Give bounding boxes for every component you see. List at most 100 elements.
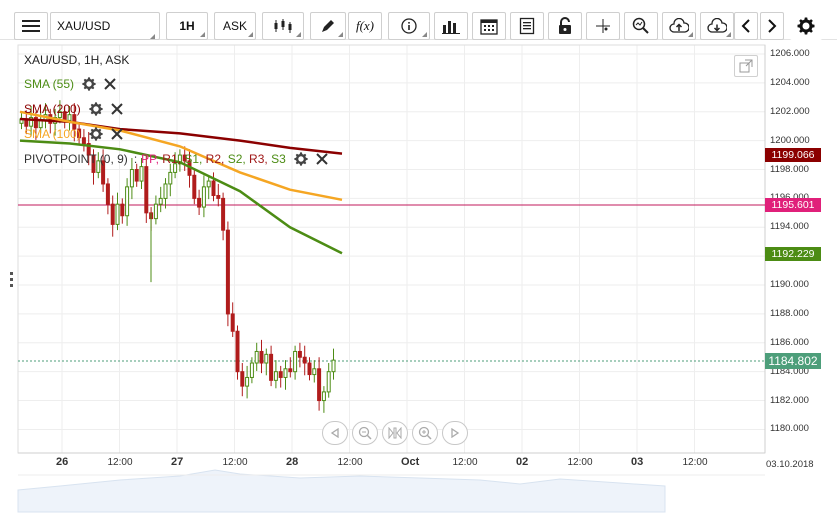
candle-body: [321, 391, 326, 402]
triangle-right-icon: [451, 428, 460, 438]
time-tick-label: 12:00: [107, 457, 133, 468]
candle-body: [230, 313, 235, 332]
scroll-right-button[interactable]: [760, 12, 784, 40]
price-tick-label: 1194.000: [770, 221, 809, 233]
candle-body: [254, 350, 259, 364]
crosshair-button[interactable]: [586, 12, 620, 40]
candle-body: [249, 362, 254, 378]
candle-body: [173, 163, 178, 173]
time-tick-label: 28: [286, 456, 299, 468]
candle-body: [33, 117, 38, 129]
price-type-select[interactable]: ASK: [214, 12, 256, 40]
reset-zoom-button[interactable]: [382, 421, 408, 445]
bar-chart-icon: [442, 21, 460, 34]
candle-body: [240, 371, 245, 387]
time-tick-label: 12:00: [452, 457, 478, 468]
close-icon[interactable]: [316, 153, 328, 165]
toolbar: 1H ASK f(x): [0, 0, 837, 40]
expand-button[interactable]: [734, 55, 758, 77]
chart-resize-handle[interactable]: [10, 272, 14, 294]
candle-body: [201, 186, 206, 208]
candle-body: [259, 350, 264, 364]
candle-body: [57, 111, 62, 119]
menu-button[interactable]: [14, 12, 48, 40]
calendar-button[interactable]: [472, 12, 506, 40]
candle-body: [221, 197, 226, 231]
candle-body: [197, 197, 202, 208]
pivot-level-label: S1,: [184, 152, 206, 166]
info-icon: [401, 18, 417, 34]
save-cloud-button[interactable]: [662, 12, 696, 40]
candle-body: [96, 160, 101, 173]
last-price-tag: 1184.802: [765, 353, 821, 369]
pan-left-button[interactable]: [322, 421, 348, 445]
candle-body: [331, 359, 336, 373]
indicator-sma55: SMA (55): [24, 77, 116, 91]
pan-right-button[interactable]: [442, 421, 468, 445]
close-icon[interactable]: [104, 78, 116, 90]
candle-body: [101, 160, 106, 185]
candle-body: [158, 197, 163, 205]
templates-button[interactable]: [510, 12, 544, 40]
zoom-button[interactable]: [624, 12, 658, 40]
price-tick-label: 1202.000: [770, 105, 810, 117]
sma200-price-tag: 1199.066: [765, 148, 821, 162]
indicators-button[interactable]: f(x): [348, 12, 382, 40]
time-tick-label: 12:00: [567, 457, 593, 468]
zoom-in-button[interactable]: [412, 421, 438, 445]
price-chart[interactable]: [0, 40, 837, 515]
settings-button[interactable]: [790, 12, 822, 40]
symbol-input[interactable]: [50, 12, 160, 40]
sma55-price-tag: 1192.229: [765, 247, 821, 261]
time-tick-label: 02: [516, 456, 529, 468]
chart-title: XAU/USD, 1H, ASK: [24, 53, 130, 67]
lock-icon: [559, 17, 571, 34]
candlestick-series: [19, 100, 336, 413]
chart-navigation: [322, 421, 468, 445]
candle-body: [293, 350, 298, 373]
load-cloud-button[interactable]: [700, 12, 734, 40]
time-tick-label: 12:00: [337, 457, 363, 468]
gear-icon[interactable]: [294, 152, 308, 166]
candle-body: [129, 169, 134, 188]
candle-body: [216, 195, 221, 199]
chart-type-button[interactable]: [262, 12, 304, 40]
time-tick-label: 26: [56, 456, 69, 468]
close-icon[interactable]: [110, 128, 123, 140]
candle-body: [264, 353, 269, 364]
candle-body: [269, 353, 274, 381]
time-tick-label: Oct: [401, 456, 420, 468]
price-tick-label: 1188.000: [770, 307, 809, 319]
time-tick-label: 03: [631, 456, 644, 468]
candle-body: [77, 128, 82, 139]
candle-body: [86, 143, 91, 156]
pivot-price-tag: 1195.601: [765, 198, 821, 212]
candle-body: [312, 368, 317, 376]
gear-icon[interactable]: [82, 77, 96, 91]
pivot-level-label: R2,: [205, 152, 228, 166]
symbol-dropdown-indicator: [150, 34, 155, 39]
candle-body: [206, 180, 211, 188]
cloud-download-icon: [707, 18, 727, 33]
price-tick-label: 1196.000: [770, 192, 809, 203]
lock-button[interactable]: [548, 12, 582, 40]
plot-frame: [17, 44, 766, 454]
info-button[interactable]: [388, 12, 430, 40]
scroll-left-button[interactable]: [734, 12, 758, 40]
candle-body: [163, 183, 168, 199]
drawing-tools-button[interactable]: [310, 12, 346, 40]
candle-body: [288, 368, 293, 373]
zoom-out-button[interactable]: [352, 421, 378, 445]
indicator-label: SMA (55): [24, 77, 75, 91]
candle-body: [29, 117, 34, 127]
volume-button[interactable]: [434, 12, 468, 40]
price-tick-label: 1184.000: [770, 365, 809, 377]
indicator-label: PIVOTPOINT (0, 9): [24, 152, 128, 166]
gear-icon[interactable]: [89, 127, 103, 141]
sma-100-line: [19, 110, 343, 202]
interval-select[interactable]: 1H: [166, 12, 208, 40]
candle-body: [302, 356, 307, 364]
gear-icon[interactable]: [89, 102, 103, 116]
close-icon[interactable]: [110, 103, 123, 115]
candle-body: [144, 166, 149, 214]
